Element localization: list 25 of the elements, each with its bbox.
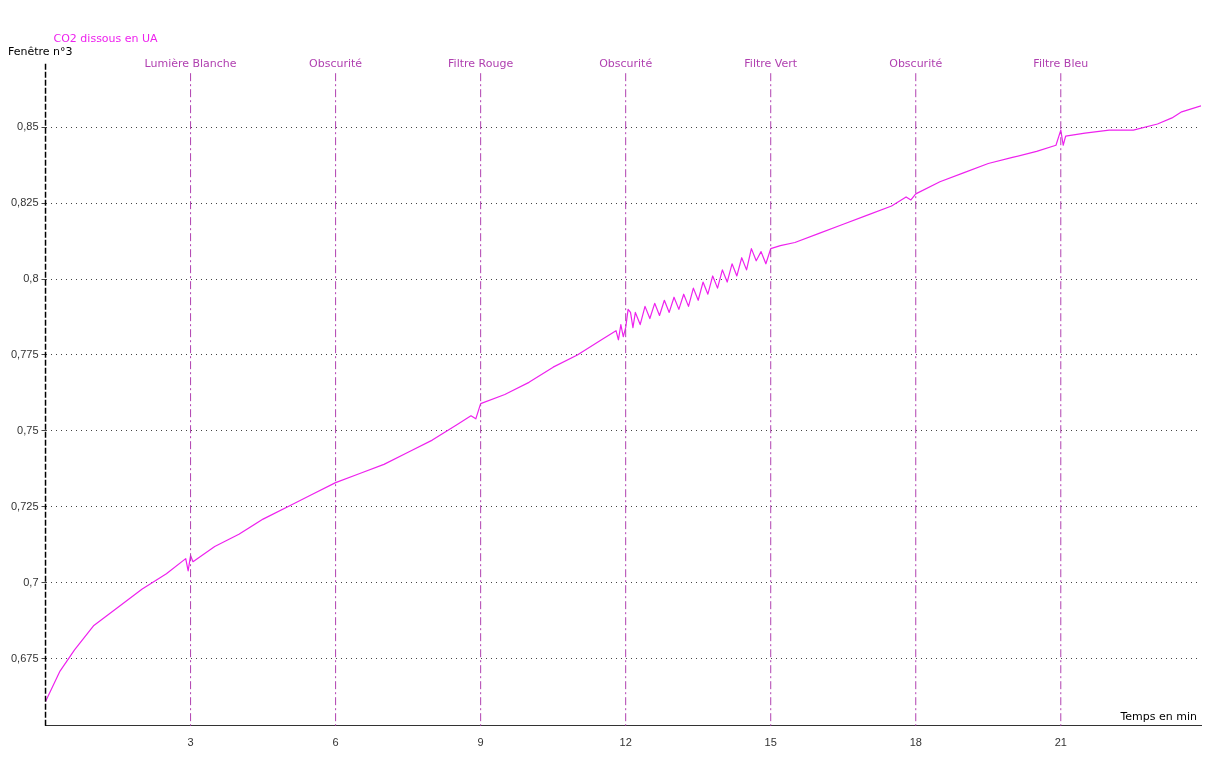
y-tick-label: 0,75 <box>17 424 39 436</box>
y-tick-label: 0,7 <box>23 575 39 588</box>
ref-line-label: Obscurité <box>599 56 653 70</box>
ref-line-label: Lumière Blanche <box>144 56 237 70</box>
y-tick-label: 0,825 <box>11 196 39 209</box>
x-tick-label: 18 <box>909 736 922 749</box>
x-tick-label: 21 <box>1054 736 1067 749</box>
x-tick-label: 3 <box>187 736 194 749</box>
y-tick-label: 0,775 <box>11 348 39 361</box>
ref-line-label: Obscurité <box>309 56 363 70</box>
ref-line-label: Obscurité <box>889 56 943 70</box>
ref-line-label: Filtre Rouge <box>448 56 514 70</box>
ref-line-label: Filtre Bleu <box>1033 56 1089 70</box>
chart-title: Fenêtre n°3 <box>8 45 73 59</box>
y-tick-label: 0,675 <box>11 651 39 664</box>
y-axis-title: CO2 dissous en UA <box>53 31 159 45</box>
x-tick-label: 9 <box>477 736 484 749</box>
y-tick-label: 0,8 <box>23 272 39 285</box>
y-tick-label: 0,725 <box>11 499 39 512</box>
x-tick-label: 15 <box>764 736 777 749</box>
x-axis-title: Temps en min <box>1119 710 1198 724</box>
y-tick-label: 0,85 <box>17 120 39 133</box>
ref-line-label: Filtre Vert <box>744 56 798 70</box>
x-tick-label: 6 <box>332 736 339 749</box>
x-tick-label: 12 <box>619 736 632 749</box>
